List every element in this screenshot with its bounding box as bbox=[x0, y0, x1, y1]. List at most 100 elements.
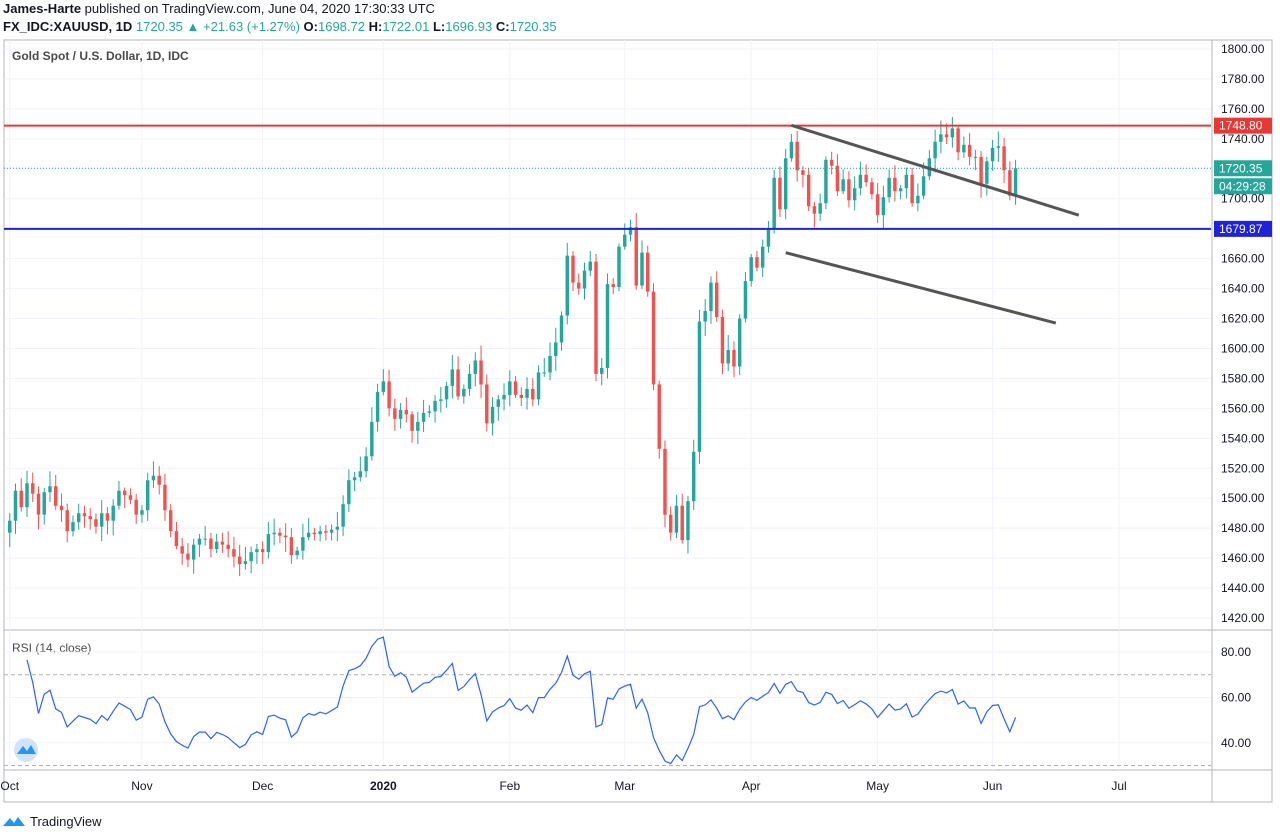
candle-body bbox=[841, 179, 845, 192]
price-tick-label: 1700.00 bbox=[1221, 192, 1265, 206]
candle-body bbox=[145, 480, 150, 511]
candle-body bbox=[956, 128, 960, 153]
candle-body bbox=[623, 234, 627, 247]
candle-body bbox=[439, 399, 443, 401]
candle-body bbox=[393, 408, 397, 419]
support-price-tag: 1679.87 bbox=[1219, 222, 1263, 236]
candle-body bbox=[617, 246, 621, 288]
price-tick-label: 1600.00 bbox=[1221, 341, 1265, 355]
candle-body bbox=[904, 174, 909, 189]
candle-body bbox=[496, 399, 501, 407]
candle-body bbox=[760, 246, 765, 268]
support-price-tag-bg bbox=[1214, 220, 1272, 237]
candle-body bbox=[186, 553, 190, 560]
candle-body bbox=[76, 513, 81, 523]
last-price-tag-bg bbox=[1214, 160, 1272, 177]
candle-body bbox=[795, 141, 799, 171]
candle-body bbox=[255, 549, 259, 553]
time-tick-label: 2020 bbox=[370, 779, 397, 793]
candle-body bbox=[364, 456, 368, 472]
price-tick-label: 1800.00 bbox=[1221, 42, 1265, 56]
candle-body bbox=[996, 146, 1001, 148]
candle-body bbox=[531, 388, 535, 400]
time-tick-label: Apr bbox=[742, 779, 761, 793]
candle-body bbox=[646, 252, 650, 292]
candle-body bbox=[657, 384, 661, 449]
candle-body bbox=[111, 505, 115, 521]
candle-body bbox=[479, 360, 483, 385]
time-tick-label: May bbox=[866, 779, 889, 793]
candle-body bbox=[456, 369, 460, 397]
candle-body bbox=[663, 448, 667, 515]
ohlc-legend: FX_IDC:XAUUSD, 1D 1720.35 ▲ +21.63 (+1.2… bbox=[3, 19, 1273, 35]
candle-body bbox=[381, 381, 386, 392]
candle-body bbox=[697, 321, 702, 452]
candle-body bbox=[306, 532, 311, 538]
candle-body bbox=[191, 544, 196, 560]
candle-body bbox=[48, 486, 52, 493]
candle-body bbox=[25, 483, 29, 508]
candle-body bbox=[490, 406, 495, 424]
candle-body bbox=[209, 538, 213, 550]
price-tick-label: 1620.00 bbox=[1221, 312, 1265, 326]
candle-body bbox=[398, 409, 403, 419]
candle-body bbox=[703, 311, 707, 322]
candle-body bbox=[967, 144, 972, 157]
price-change: +21.63 (+1.27%) bbox=[203, 19, 300, 34]
candle-body bbox=[295, 550, 299, 556]
candle-body bbox=[278, 532, 282, 536]
candle-body bbox=[921, 176, 926, 196]
resistance-price-tag: 1748.80 bbox=[1219, 119, 1263, 133]
candle-body bbox=[1002, 146, 1006, 171]
candle-body bbox=[341, 504, 345, 527]
candle-body bbox=[140, 510, 144, 515]
price-tick-label: 1560.00 bbox=[1221, 401, 1265, 415]
candle-body bbox=[605, 284, 610, 368]
price-chart[interactable]: 1420.00 1440.00 1460.00 1480.00 1500.00 1520.… bbox=[0, 38, 1280, 808]
candle-body bbox=[358, 471, 363, 478]
close-value: 1720.35 bbox=[509, 19, 557, 34]
publisher-name[interactable]: James-Harte bbox=[3, 1, 82, 16]
tradingview-watermark-icon bbox=[14, 738, 38, 762]
high-value: 1722.01 bbox=[382, 19, 430, 34]
candle-body bbox=[554, 342, 558, 356]
candle-body bbox=[31, 483, 35, 494]
candle-body bbox=[427, 411, 432, 413]
candle-body bbox=[686, 501, 690, 541]
price-pane-title: Gold Spot / U.S. Dollar, 1D, IDC bbox=[12, 49, 189, 63]
candle-body bbox=[301, 537, 305, 551]
tradingview-brand[interactable]: TradingView bbox=[30, 813, 102, 829]
candle-body bbox=[8, 520, 12, 533]
price-tick-label: 1760.00 bbox=[1221, 102, 1265, 116]
candle-body bbox=[59, 505, 64, 511]
candle-body bbox=[473, 360, 478, 374]
price-tick-label: 1660.00 bbox=[1221, 252, 1265, 266]
candle-body bbox=[933, 141, 937, 159]
candle-body bbox=[628, 227, 633, 235]
candle-body bbox=[88, 516, 92, 520]
candle-body bbox=[668, 514, 673, 533]
countdown-tag: 04:29:28 bbox=[1219, 179, 1266, 193]
candle-body bbox=[36, 493, 41, 515]
candle-body bbox=[588, 261, 592, 271]
candle-body bbox=[214, 541, 219, 550]
candle-body bbox=[197, 538, 202, 545]
candle-body bbox=[990, 147, 995, 162]
candle-body bbox=[772, 177, 776, 229]
price-tick-label: 1780.00 bbox=[1221, 72, 1265, 86]
candle-body bbox=[243, 561, 248, 565]
candle-body bbox=[324, 531, 328, 533]
candle-body bbox=[950, 128, 955, 138]
candle-body bbox=[818, 203, 822, 214]
tradingview-logo-icon[interactable] bbox=[2, 814, 26, 828]
candle-body bbox=[289, 537, 294, 556]
candle-body bbox=[847, 179, 851, 201]
candle-body bbox=[467, 373, 472, 389]
candle-body bbox=[732, 349, 736, 367]
last-price: 1720.35 bbox=[135, 19, 183, 34]
candle-body bbox=[404, 409, 409, 415]
chart-frame bbox=[3, 39, 1273, 803]
price-tick-label: 1520.00 bbox=[1221, 461, 1265, 475]
candle-body bbox=[565, 255, 569, 316]
symbol-label: FX_IDC:XAUUSD, 1D bbox=[3, 19, 133, 34]
